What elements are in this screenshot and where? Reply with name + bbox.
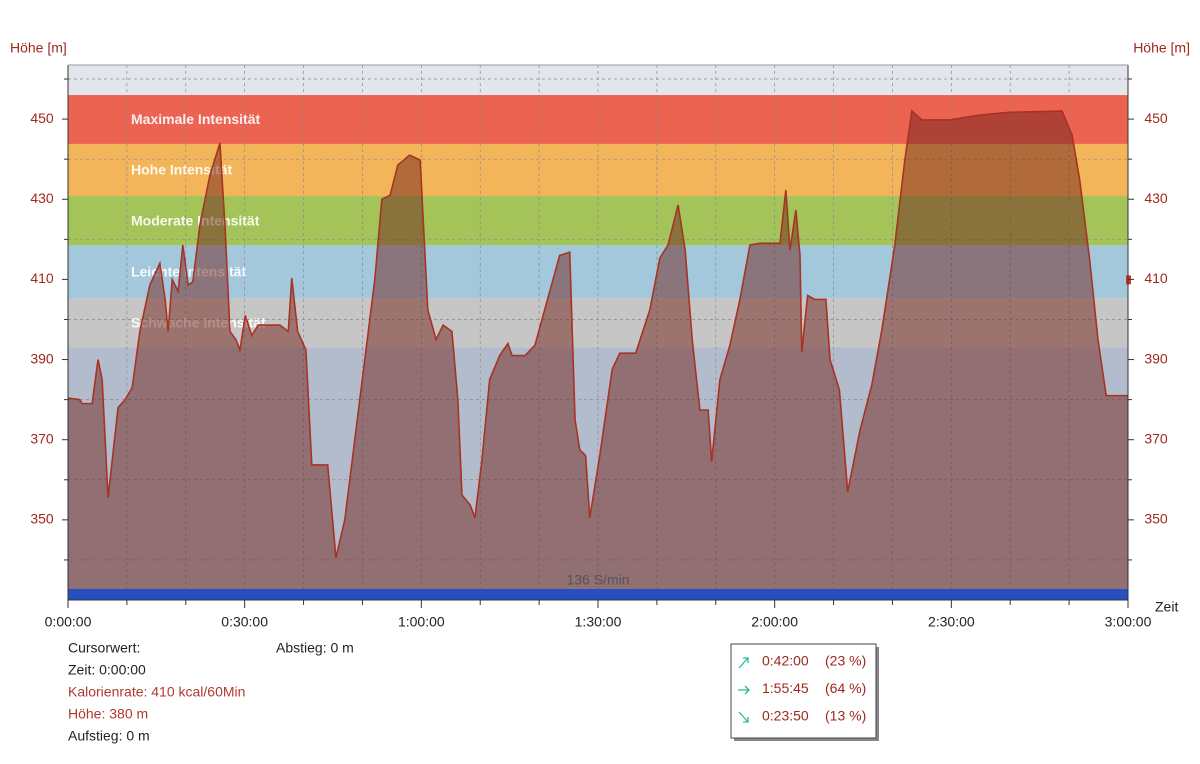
descent-icon	[738, 711, 749, 723]
hr-bar-label: 136 S/min	[566, 572, 629, 588]
cursor-title: Cursorwert:	[68, 640, 140, 656]
summary-percent: (64 %)	[825, 680, 866, 696]
cursor-descent: Abstieg: 0 m	[276, 640, 354, 656]
summary-percent: (13 %)	[825, 708, 866, 724]
x-tick-label: 2:30:00	[928, 614, 975, 630]
y-tick-label: 350	[30, 511, 54, 527]
x-tick-label: 2:00:00	[751, 614, 798, 630]
y-tick-label: 450	[30, 110, 54, 126]
flat-icon	[738, 685, 750, 695]
summary-box	[730, 643, 877, 739]
y2-tick-label: 390	[1144, 350, 1168, 366]
cursor-ascent: Aufstieg: 0 m	[68, 728, 150, 744]
x-tick-label: 0:30:00	[221, 614, 268, 630]
summary-icons	[738, 657, 750, 723]
cursor-time: Zeit: 0:00:00	[68, 662, 146, 678]
zone-label: Hohe Intensität	[131, 162, 232, 178]
y-tick-label: 370	[30, 430, 54, 446]
y-tick-label: 430	[30, 190, 54, 206]
y2-tick-label: 410	[1144, 270, 1168, 286]
x-tick-label: 1:00:00	[398, 614, 445, 630]
summary-time: 0:42:00	[762, 653, 809, 669]
y-axis-label: Höhe [m]	[10, 40, 67, 56]
y-tick-label: 390	[30, 350, 54, 366]
y2-tick-label: 350	[1144, 511, 1168, 527]
zone-label: Moderate Intensität	[131, 212, 260, 228]
zone-label: Leichte Intensität	[131, 263, 246, 279]
hr-bar	[68, 589, 1128, 600]
x-tick-label: 3:00:00	[1105, 614, 1152, 630]
summary: 0:42:00 (23 %) 1:55:45 (64 %) 0:23:50 (13 %)	[762, 653, 866, 724]
x-tick-label: 1:30:00	[575, 614, 622, 630]
ascent-icon	[738, 657, 749, 669]
summary-percent: (23 %)	[825, 653, 866, 669]
summary-time: 1:55:45	[762, 680, 809, 696]
y2-axis-label: Höhe [m]	[1133, 40, 1190, 56]
y2-tick-label: 450	[1144, 110, 1168, 126]
cursor-calories: Kalorienrate: 410 kcal/60Min	[68, 684, 245, 700]
x-axis-label: Zeit	[1155, 599, 1178, 615]
area-line	[67, 109, 1128, 559]
x-tick-label: 0:00:00	[45, 614, 92, 630]
plot: Maximale Intensität Hohe Intensität Modera…	[30, 64, 1168, 630]
y2-tick-label: 370	[1144, 430, 1168, 446]
area-fill	[68, 111, 1128, 589]
y-tick-label: 410	[30, 270, 54, 286]
summary-time: 0:23:50	[762, 708, 809, 724]
cursor-height: Höhe: 380 m	[68, 706, 148, 722]
y2-tick-label: 430	[1144, 190, 1168, 206]
zone-label: Maximale Intensität	[131, 111, 260, 127]
